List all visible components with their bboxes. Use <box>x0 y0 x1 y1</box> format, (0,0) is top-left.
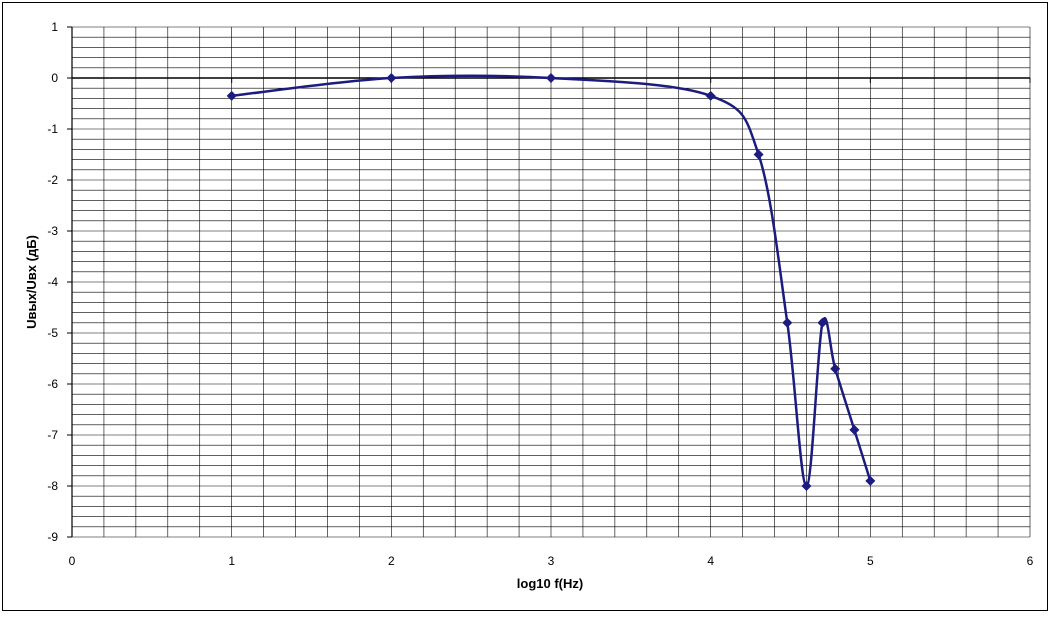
y-tick-label: -4 <box>47 275 58 289</box>
data-point <box>226 90 237 101</box>
y-tick-label: -5 <box>47 326 58 340</box>
x-tick-label: 1 <box>228 554 235 568</box>
y-tick-label: -7 <box>47 428 58 442</box>
series-line <box>231 74 872 488</box>
x-tick-label: 0 <box>69 554 76 568</box>
x-tick-label: 4 <box>707 554 714 568</box>
y-tick-label: -9 <box>47 530 58 544</box>
x-tick-label: 2 <box>388 554 395 568</box>
y-tick-label: -2 <box>47 173 58 187</box>
data-point <box>830 363 841 374</box>
data-point <box>546 73 556 83</box>
x-tick-label: 3 <box>548 554 555 568</box>
y-tick-label: 0 <box>51 71 58 85</box>
data-point <box>801 481 812 491</box>
y-tick-label: 1 <box>51 20 58 34</box>
data-point <box>817 317 828 328</box>
data-point <box>386 73 397 83</box>
data-point <box>865 475 876 486</box>
y-tick-label: -3 <box>47 224 58 238</box>
data-point <box>753 149 764 160</box>
data-point <box>705 90 716 101</box>
x-tick-label: 5 <box>867 554 874 568</box>
chart-frame <box>2 2 1048 611</box>
y-tick-label: -6 <box>47 377 58 391</box>
y-tick-label: -8 <box>47 479 58 493</box>
data-point <box>782 317 793 328</box>
x-tick-label: 6 <box>1027 554 1034 568</box>
data-point <box>849 424 860 435</box>
y-tick-label: -1 <box>47 122 58 136</box>
x-axis-title: log10 f(Hz) <box>517 576 583 591</box>
y-axis-title: Uвых/Uвх (дБ) <box>24 235 39 329</box>
